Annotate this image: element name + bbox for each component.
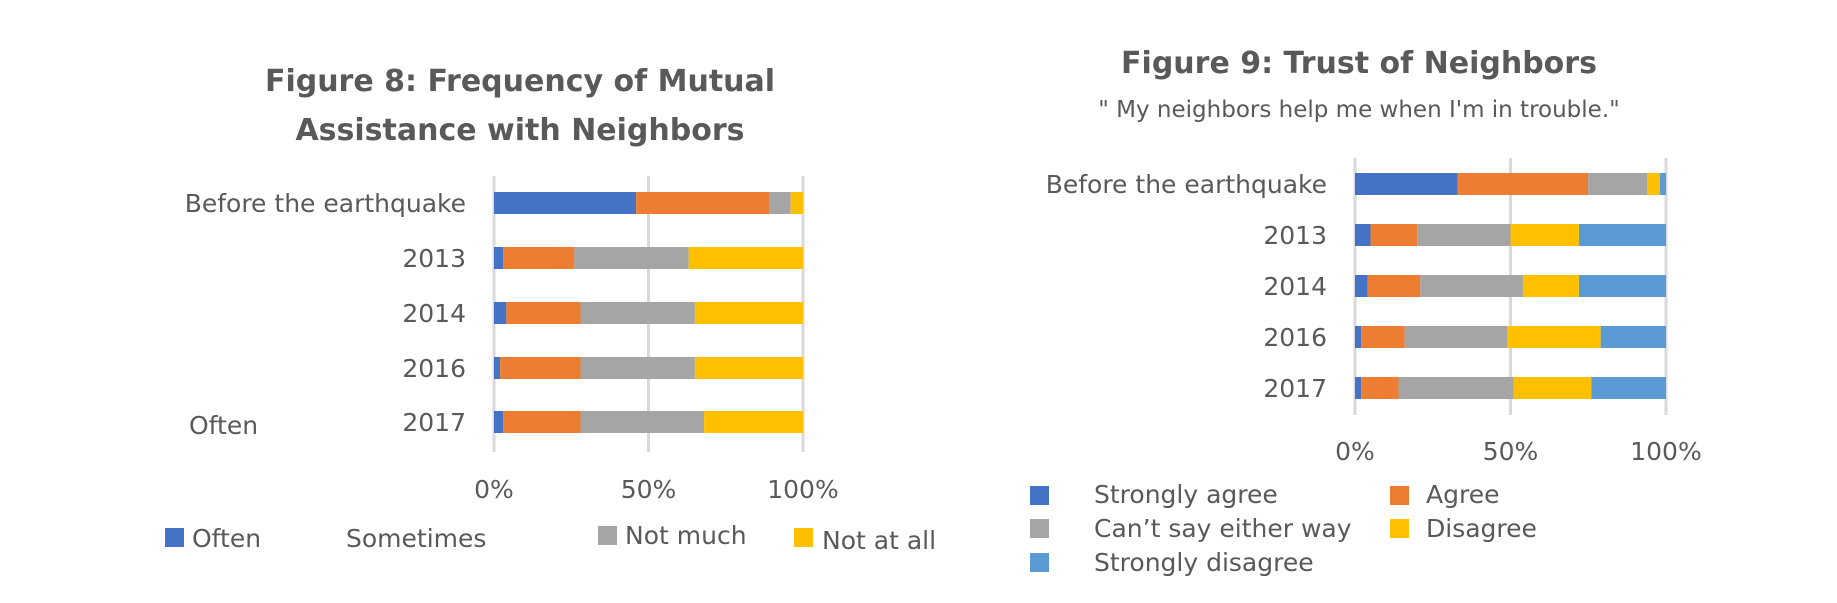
fig8-category-label-2017: 2017 <box>402 408 466 437</box>
figure-8-legend: Often Sometimes Not much Not at all <box>165 521 936 555</box>
fig8-bar-2014-not-much <box>580 302 695 324</box>
fig8-bar-2013-not-much <box>574 247 689 269</box>
fig9-bar-2013-agree <box>1370 224 1418 246</box>
fig8-bar-2013-not-at-all <box>688 247 803 269</box>
fig9-bar-2017-strongly-disagree <box>1591 377 1666 399</box>
fig9-bar-2017-agree <box>1361 377 1399 399</box>
figure-9-subtitle: " My neighbors help me when I'm in troub… <box>1098 97 1619 123</box>
fig9-bar-2014-agree <box>1367 275 1421 297</box>
fig9-bar-2014-disagree <box>1522 275 1579 297</box>
fig8-legend-label-not-at-all: Not at all <box>822 526 936 555</box>
fig8-bar-2013-sometimes <box>503 247 575 269</box>
fig8-bar-2017-not-much <box>580 411 705 433</box>
fig9-legend-swatch-strongly-disagree <box>1030 553 1049 572</box>
fig9-legend-swatch-can-t-say-either-way <box>1030 519 1049 538</box>
fig9-bar-2016-strongly-agree <box>1355 326 1362 348</box>
fig9-category-label-2013: 2013 <box>1263 221 1327 250</box>
fig9-category-label-2017: 2017 <box>1263 374 1327 403</box>
fig9-bar-before-the-earthquake-can-t-say-either-way <box>1588 173 1648 195</box>
fig8-bar-2017-sometimes <box>503 411 581 433</box>
fig9-category-label-2014: 2014 <box>1263 272 1327 301</box>
fig8-legend-swatch-not-at-all <box>794 528 813 547</box>
fig9-bar-2014-strongly-disagree <box>1578 275 1666 297</box>
fig8-bar-2017-not-at-all <box>704 411 803 433</box>
fig8-bar-2017-often <box>494 411 504 433</box>
fig9-bar-2017-strongly-agree <box>1355 377 1362 399</box>
fig9-bar-2017-disagree <box>1513 377 1592 399</box>
fig8-x-tick-0: 0% <box>474 475 514 504</box>
figure-8-title-line-1: Figure 8: Frequency of Mutual <box>265 64 775 99</box>
figure-9-x-ticks: 0% 50% 100% <box>1335 437 1702 466</box>
fig9-legend-swatch-disagree <box>1390 519 1409 538</box>
fig9-legend-label-can-t-say-either-way: Can’t say either way <box>1094 514 1352 543</box>
fig9-bar-2013-strongly-disagree <box>1578 224 1666 246</box>
fig8-bar-2014-sometimes <box>506 302 581 324</box>
figure-8-category-labels: Before the earthquake 2013 2014 2016 2017 <box>185 189 466 437</box>
fig9-bar-2016-disagree <box>1507 326 1601 348</box>
fig8-category-label-2016: 2016 <box>402 354 466 383</box>
fig9-x-tick-0: 0% <box>1335 437 1375 466</box>
fig9-bar-2013-disagree <box>1510 224 1579 246</box>
fig9-bar-2016-agree <box>1361 326 1405 348</box>
fig8-bar-2016-sometimes <box>500 357 581 379</box>
figure-9-bars <box>1355 173 1666 399</box>
figure-9-category-labels: Before the earthquake 2013 2014 2016 2017 <box>1046 170 1327 403</box>
figure-8-stray-often-label: Often <box>189 411 258 440</box>
fig8-bar-2016-not-much <box>580 357 695 379</box>
fig9-bar-2014-can-t-say-either-way <box>1420 275 1523 297</box>
fig9-legend-label-strongly-disagree: Strongly disagree <box>1094 548 1314 577</box>
fig8-legend-label-not-much: Not much <box>625 521 747 550</box>
fig9-x-tick-50: 50% <box>1483 437 1539 466</box>
fig9-bar-2013-can-t-say-either-way <box>1417 224 1511 246</box>
fig8-category-label-2014: 2014 <box>402 299 466 328</box>
fig9-category-label-before-the-earthquake: Before the earthquake <box>1046 170 1327 199</box>
fig8-bar-before-the-earthquake-often <box>494 192 637 214</box>
fig8-bar-before-the-earthquake-not-much <box>769 192 791 214</box>
figure-9-legend: Strongly agree Agree Can’t say either way D… <box>1030 480 1537 577</box>
fig9-legend-swatch-agree <box>1390 486 1409 505</box>
fig8-legend-label-often: Often <box>192 524 261 553</box>
fig9-bar-2016-strongly-disagree <box>1600 326 1666 348</box>
fig9-bar-before-the-earthquake-strongly-disagree <box>1659 173 1666 195</box>
figure-8-x-ticks: 0% 50% 100% <box>474 475 839 504</box>
fig9-legend-label-agree: Agree <box>1426 480 1499 509</box>
fig8-x-tick-100: 100% <box>767 475 838 504</box>
figure-9: Figure 9: Trust of Neighbors " My neighb… <box>1030 46 1702 577</box>
fig9-legend-swatch-strongly-agree <box>1030 486 1049 505</box>
fig9-legend-label-disagree: Disagree <box>1426 514 1537 543</box>
fig9-bar-2016-can-t-say-either-way <box>1404 326 1508 348</box>
fig8-bar-2014-often <box>494 302 507 324</box>
fig9-category-label-2016: 2016 <box>1263 323 1327 352</box>
figure-8-bars <box>494 192 803 433</box>
fig9-x-tick-100: 100% <box>1630 437 1701 466</box>
fig8-category-label-before-the-earthquake: Before the earthquake <box>185 189 466 218</box>
fig9-bar-2017-can-t-say-either-way <box>1398 377 1514 399</box>
figure-8-title-line-2: Assistance with Neighbors <box>295 113 744 148</box>
fig8-bar-2016-often <box>494 357 501 379</box>
fig8-bar-before-the-earthquake-sometimes <box>636 192 770 214</box>
fig9-bar-2013-strongly-agree <box>1355 224 1371 246</box>
fig8-bar-2016-not-at-all <box>694 357 803 379</box>
figure-9-title: Figure 9: Trust of Neighbors <box>1121 46 1597 81</box>
fig8-bar-2013-often <box>494 247 504 269</box>
fig8-legend-label-sometimes: Sometimes <box>346 524 486 553</box>
figure-8: Figure 8: Frequency of Mutual Assistance… <box>165 64 936 555</box>
fig8-bar-before-the-earthquake-not-at-all <box>790 192 803 214</box>
fig8-bar-2014-not-at-all <box>694 302 803 324</box>
fig9-bar-before-the-earthquake-strongly-agree <box>1355 173 1458 195</box>
fig9-bar-before-the-earthquake-disagree <box>1647 173 1660 195</box>
fig8-legend-swatch-often <box>165 528 184 547</box>
fig8-x-tick-50: 50% <box>621 475 677 504</box>
fig8-legend-swatch-not-much <box>598 526 617 545</box>
fig9-bar-2014-strongly-agree <box>1355 275 1368 297</box>
fig8-category-label-2013: 2013 <box>402 244 466 273</box>
fig9-bar-before-the-earthquake-agree <box>1457 173 1589 195</box>
fig9-legend-label-strongly-agree: Strongly agree <box>1094 480 1278 509</box>
